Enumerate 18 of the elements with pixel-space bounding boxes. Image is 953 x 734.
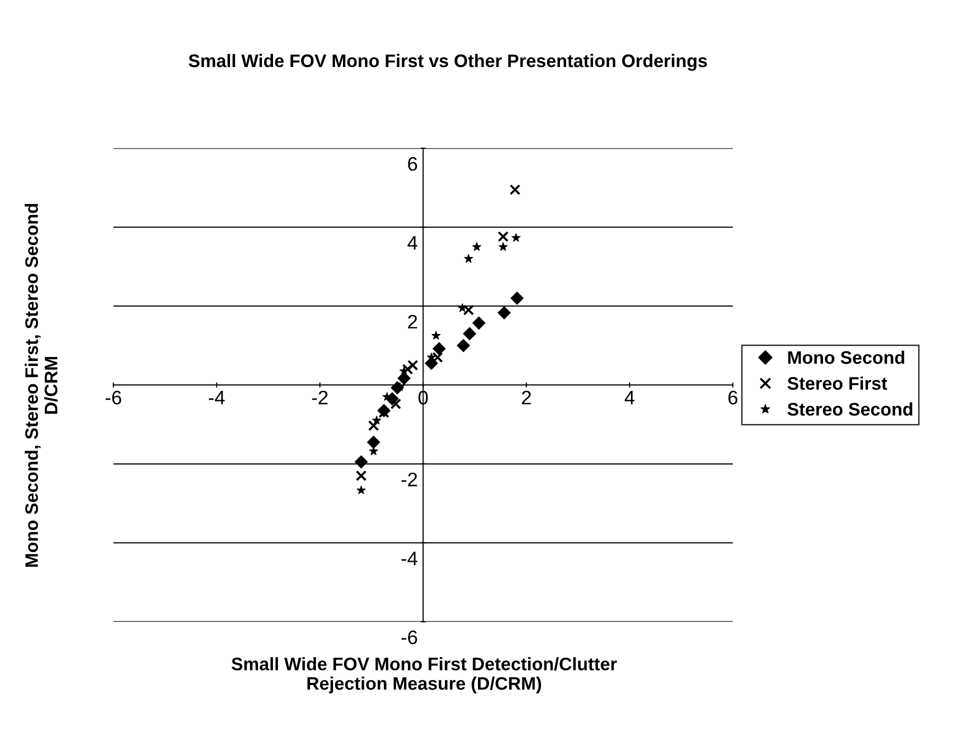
y-tick-label: -2 <box>402 472 417 486</box>
x-tick-label: 6 <box>728 390 738 404</box>
x-axis-title: Small Wide FOV Mono First Detection/Clutter Rejection Measure (D/CRM) <box>232 657 617 694</box>
y-tick-label: -4 <box>402 552 418 566</box>
y-axis-title: Mono Second, Stereo First, Stereo Second D/CRM <box>24 204 58 567</box>
y-tick-label: 6 <box>408 157 418 171</box>
legend-label: Mono Second <box>788 350 904 364</box>
x-tick-label: 4 <box>624 390 634 404</box>
chart-title: Small Wide FOV Mono First vs Other Presentation Orderings <box>188 54 707 71</box>
y-tick-label: 4 <box>408 236 418 250</box>
legend-label: Stereo First <box>788 376 888 390</box>
x-tick-label: 2 <box>522 390 531 404</box>
y-tick-label: 2 <box>408 314 417 328</box>
y-tick-label: -6 <box>402 630 418 644</box>
x-tick-label: -4 <box>208 390 225 404</box>
x-tick-label: -6 <box>106 390 122 404</box>
legend-label: Stereo Second <box>788 402 912 416</box>
x-tick-label: -2 <box>312 390 328 404</box>
